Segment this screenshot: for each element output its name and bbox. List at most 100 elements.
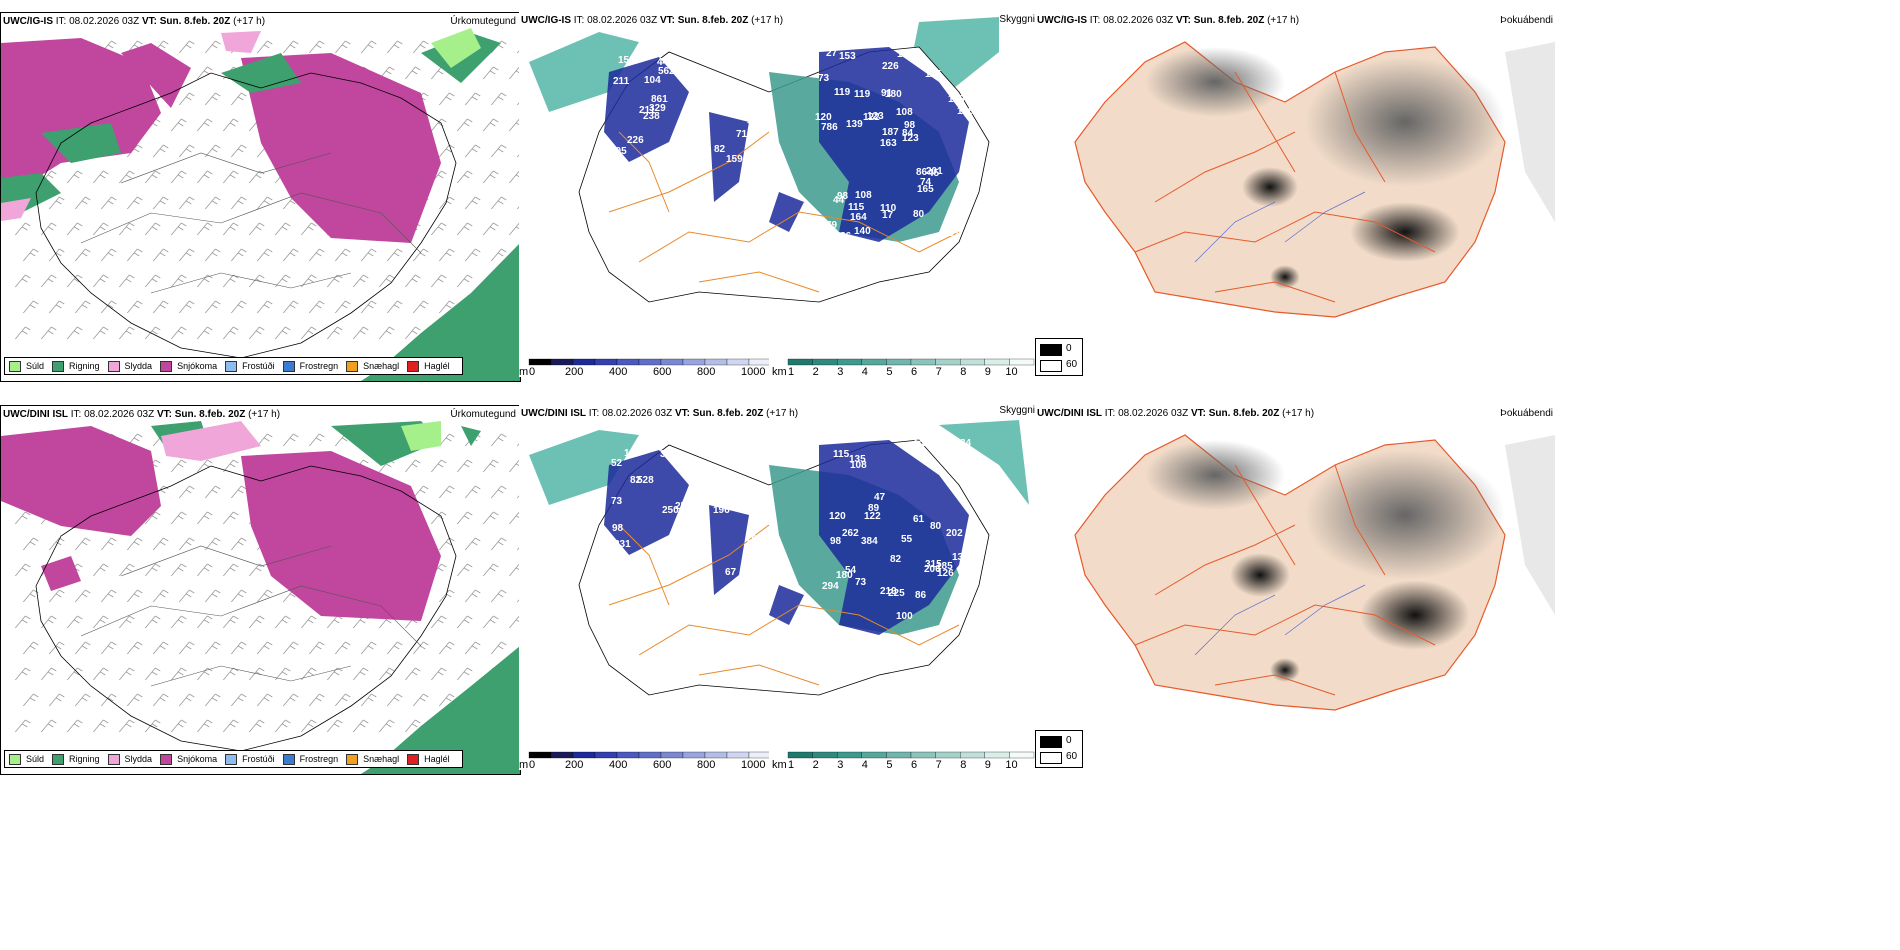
legend-swatch xyxy=(52,360,65,372)
colorbar-cell xyxy=(1009,751,1035,759)
colorbar-tick: 4 xyxy=(862,366,868,378)
legend-item: Slydda xyxy=(107,360,152,372)
colorbar-cell xyxy=(984,751,1010,759)
legend-swatch xyxy=(52,753,65,765)
wind-barb xyxy=(231,144,247,158)
wind-barb xyxy=(127,693,143,707)
wind-barb xyxy=(439,248,455,262)
legend-swatch xyxy=(282,753,295,765)
wind-barb xyxy=(457,563,473,577)
wind-barb xyxy=(179,537,195,551)
wind-barb xyxy=(431,118,447,132)
colorbar-cell xyxy=(572,751,596,759)
panel-title: UWC/IG-IS IT: 08.02.2026 03Z VT: Sun. 8.… xyxy=(3,16,266,27)
visibility-value: 86 xyxy=(840,231,852,242)
legend-label: Haglél xyxy=(424,754,450,764)
legend-label: Snjókoma xyxy=(177,754,218,764)
wind-barb xyxy=(361,693,377,707)
visibility-value: 201 xyxy=(926,166,943,177)
wind-barb xyxy=(309,693,325,707)
colorbar-tick: 8 xyxy=(960,759,966,771)
colorbar-cell xyxy=(812,358,838,366)
wind-barb xyxy=(275,222,291,236)
wind-barb xyxy=(75,196,91,210)
wind-barb xyxy=(405,719,421,733)
visibility-value: 120 xyxy=(829,511,846,522)
wind-barb xyxy=(197,563,213,577)
wind-barb xyxy=(257,40,273,54)
wind-barb xyxy=(205,589,221,603)
drizzle-area xyxy=(401,421,441,451)
wind-barb xyxy=(249,326,265,340)
visibility-value: 79 xyxy=(826,220,838,231)
visibility-value: 130 xyxy=(952,552,969,563)
cbar-km-top: km 1 2 3 4 5 6 7 8 9 10 xyxy=(772,357,1036,378)
colorbar-tick: 1 xyxy=(788,759,794,771)
visibility-value: 126 xyxy=(937,568,954,579)
wind-barb xyxy=(335,40,351,54)
visibility-panel-top: UWC/IG-IS IT: 08.02.2026 03Z VT: Sun. 8.… xyxy=(519,12,1035,377)
wind-barb xyxy=(179,693,195,707)
wind-barb xyxy=(41,667,57,681)
colorbar-cell xyxy=(682,751,706,759)
wind-barb xyxy=(205,693,221,707)
visibility-value: 202 xyxy=(946,528,963,539)
sleet-area xyxy=(161,421,261,461)
wind-barb xyxy=(301,326,317,340)
visibility-value: 100 xyxy=(896,611,913,622)
legend-item: Súld xyxy=(9,360,44,372)
colorbar-tick: 3 xyxy=(837,759,843,771)
visibility-value: 115 xyxy=(925,69,942,80)
visibility-value: 254 xyxy=(675,501,692,512)
legend-label: Rigning xyxy=(69,361,100,371)
precip-type-title: Úrkomutegund xyxy=(450,16,516,27)
visibility-value: 86 xyxy=(827,232,839,243)
wind-barb xyxy=(491,92,507,106)
visibility-value: 329 xyxy=(649,103,666,114)
wind-barb xyxy=(205,40,221,54)
wind-barb xyxy=(153,144,169,158)
wind-barb xyxy=(75,300,91,314)
visibility-value: 211 xyxy=(639,105,656,116)
colorbar-cell xyxy=(550,358,574,366)
wind-barb xyxy=(223,563,239,577)
visibility-value: 165 xyxy=(917,184,934,195)
visibility-value: 786 xyxy=(821,122,838,133)
wind-barb xyxy=(67,615,83,629)
visibility-value: 294 xyxy=(822,581,839,592)
wind-barb xyxy=(205,485,221,499)
wind-barb xyxy=(153,248,169,262)
wind-barb xyxy=(93,222,109,236)
colorbar-cell xyxy=(837,751,862,759)
visibility-value: 108 xyxy=(896,107,913,118)
visibility-value: 124 xyxy=(944,445,961,456)
wind-barb xyxy=(179,92,195,106)
wind-barb xyxy=(223,326,239,340)
wind-barb xyxy=(179,196,195,210)
wind-barb xyxy=(119,615,135,629)
wind-barb xyxy=(223,719,239,733)
wind-barb xyxy=(457,615,473,629)
wind-barb xyxy=(179,248,195,262)
wind-barb xyxy=(309,433,325,447)
colorbar-cell xyxy=(660,751,684,759)
wind-barb xyxy=(353,667,369,681)
wind-barb xyxy=(23,641,39,655)
legend-swatch xyxy=(225,360,238,372)
wind-barb xyxy=(15,222,31,236)
colorbar-unit: km xyxy=(772,759,787,771)
panel-title: UWC/IG-IS IT: 08.02.2026 03Z VT: Sun. 8.… xyxy=(521,15,784,26)
wind-barb xyxy=(483,66,499,80)
colorbar-cell xyxy=(861,358,887,366)
colorbar-tick: 600 xyxy=(653,759,671,771)
precip-panel-top: UWC/IG-IS IT: 08.02.2026 03Z VT: Sun. 8.… xyxy=(0,12,521,382)
visibility-value: 82 xyxy=(890,554,902,565)
legend-label: Súld xyxy=(26,754,45,764)
wind-barb xyxy=(257,641,273,655)
colorbar-cell xyxy=(550,751,574,759)
wind-barb xyxy=(179,300,195,314)
wind-barb xyxy=(205,92,221,106)
wind-barb xyxy=(431,222,447,236)
wind-barb xyxy=(171,667,187,681)
